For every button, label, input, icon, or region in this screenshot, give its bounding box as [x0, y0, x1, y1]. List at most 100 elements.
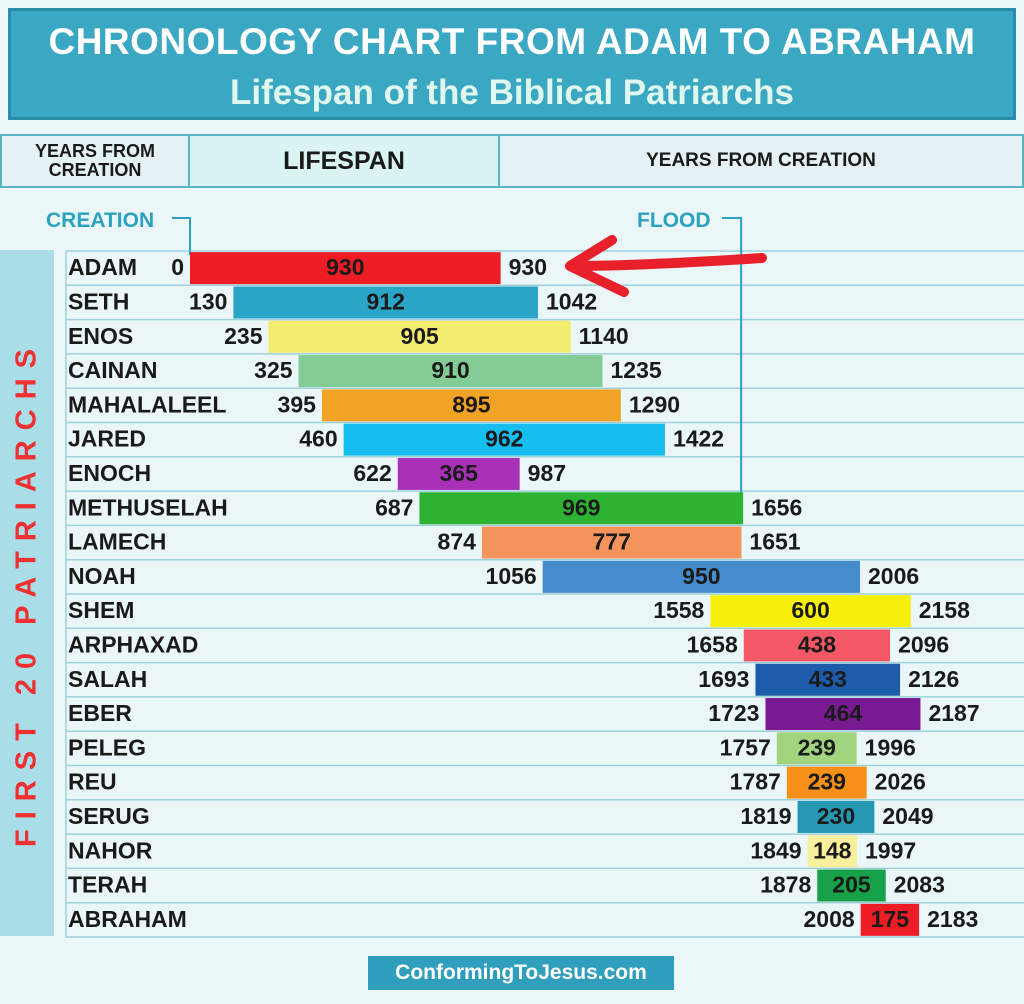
patriarch-name: ARPHAXAD: [68, 632, 198, 658]
patriarch-name: NAHOR: [68, 837, 153, 863]
death-year-label: 1235: [610, 357, 661, 383]
side-band: [0, 250, 54, 936]
death-year-label: 2158: [919, 597, 970, 623]
death-year-label: 1656: [751, 494, 802, 520]
patriarch-name: ENOCH: [68, 460, 151, 486]
death-year-label: 2026: [875, 769, 926, 795]
lifespan-value-label: 910: [431, 357, 469, 383]
death-year-label: 1042: [546, 289, 597, 315]
header-years-from-creation-right: YEARS FROM CREATION: [498, 134, 1024, 188]
lifespan-bar: [343, 423, 665, 456]
birth-year-label: 130: [189, 289, 227, 315]
lifespan-value-label: 230: [817, 803, 855, 829]
patriarch-name: SALAH: [68, 666, 147, 692]
red-arrow: [565, 235, 767, 297]
death-year-label: 930: [509, 254, 547, 280]
lifespan-bar: [481, 526, 742, 559]
lifespan-bar: [786, 766, 867, 799]
lifespan-bar: [542, 560, 861, 593]
header-lifespan: LIFESPAN: [188, 134, 500, 188]
patriarch-name: REU: [68, 769, 117, 795]
birth-year-label: 460: [299, 426, 337, 452]
birth-year-label: 1819: [740, 803, 791, 829]
birth-year-label: 1849: [750, 837, 801, 863]
patriarch-name: EBER: [68, 700, 132, 726]
death-year-label: 1140: [579, 323, 629, 349]
birth-year-label: 395: [278, 391, 317, 417]
lifespan-bar: [397, 457, 520, 490]
lifespan-bar: [190, 252, 501, 285]
death-year-label: 2183: [927, 906, 978, 932]
birth-year-label: 325: [254, 357, 293, 383]
patriarch-name: CAINAN: [68, 357, 157, 383]
birth-year-label: 1693: [698, 666, 749, 692]
lifespan-bar: [710, 595, 911, 628]
lifespan-value-label: 365: [440, 460, 479, 486]
lifespan-bar: [298, 355, 603, 388]
lifespan-value-label: 969: [562, 494, 600, 520]
patriarch-name: MAHALALEEL: [68, 391, 226, 417]
birth-year-label: 1787: [730, 769, 781, 795]
lifespan-bar: [755, 663, 901, 696]
lifespan-bar: [321, 389, 621, 422]
lifespan-value-label: 433: [809, 666, 847, 692]
patriarch-name: JARED: [68, 426, 146, 452]
death-year-label: 2049: [882, 803, 933, 829]
lifespan-bar: [233, 286, 539, 319]
lifespan-value-label: 962: [485, 426, 523, 452]
lifespan-bar: [817, 869, 886, 902]
lifespan-value-label: 148: [813, 837, 852, 863]
death-year-label: 1651: [749, 529, 800, 555]
patriarch-name: ADAM: [68, 254, 137, 280]
birth-year-label: 1723: [708, 700, 759, 726]
lifespan-value-label: 912: [367, 289, 405, 315]
lifespan-value-label: 239: [808, 769, 846, 795]
patriarch-name: NOAH: [68, 563, 136, 589]
birth-year-label: 235: [224, 323, 263, 349]
lifespan-bar: [807, 835, 857, 868]
death-year-label: 1290: [629, 391, 680, 417]
footer-link[interactable]: ConformingToJesus.com: [368, 956, 674, 990]
death-year-label: 2096: [898, 632, 949, 658]
patriarch-name: SHEM: [68, 597, 134, 623]
chart-subtitle: Lifespan of the Biblical Patriarchs: [229, 73, 795, 112]
lifespan-bar: [419, 492, 744, 525]
patriarch-name: SETH: [68, 289, 129, 315]
lifespan-bar: [765, 698, 921, 731]
lifespan-value-label: 930: [326, 254, 364, 280]
death-year-label: 2006: [868, 563, 919, 589]
patriarch-name: ENOS: [68, 323, 133, 349]
death-year-label: 2126: [908, 666, 959, 692]
death-year-label: 1997: [865, 837, 916, 863]
lifespan-bar: [797, 800, 875, 833]
lifespan-bar: [268, 320, 571, 353]
lifespan-bar: [743, 629, 891, 662]
lifespan-bar: [776, 732, 857, 765]
birth-year-label: 874: [438, 529, 477, 555]
flood-marker-label: FLOOD: [637, 209, 711, 232]
chart-title: CHRONOLOGY CHART FROM ADAM TO ABRAHAM: [48, 21, 976, 62]
title-banner: CHRONOLOGY CHART FROM ADAM TO ABRAHAM Li…: [8, 8, 1016, 120]
birth-year-label: 687: [375, 494, 413, 520]
patriarch-name: LAMECH: [68, 529, 166, 555]
lifespan-bar: [860, 903, 920, 936]
death-year-label: 1422: [673, 426, 724, 452]
creation-marker-line: [172, 217, 191, 255]
birth-year-label: 1878: [760, 872, 811, 898]
death-year-label: 987: [528, 460, 566, 486]
patriarch-name: TERAH: [68, 872, 147, 898]
birth-year-label: 622: [353, 460, 391, 486]
patriarch-name: ABRAHAM: [68, 906, 187, 932]
death-year-label: 2187: [928, 700, 979, 726]
birth-year-label: 0: [171, 254, 184, 280]
lifespan-value-label: 175: [871, 906, 910, 932]
row-grid: [65, 250, 1024, 938]
creation-marker-label: CREATION: [46, 209, 155, 232]
birth-year-label: 1757: [720, 734, 771, 760]
lifespan-value-label: 950: [682, 563, 720, 589]
lifespan-bars: [190, 252, 921, 936]
era-markers: [172, 217, 743, 502]
birth-year-label: 1558: [653, 597, 704, 623]
death-year-label: 2083: [894, 872, 945, 898]
